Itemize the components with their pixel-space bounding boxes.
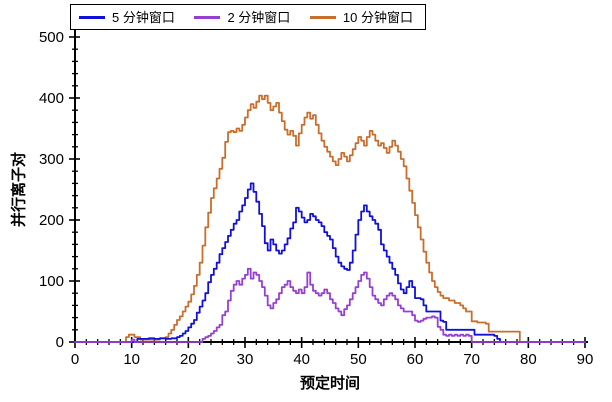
x-tick-label: 40 (293, 351, 310, 368)
y-tick-label: 100 (39, 273, 64, 290)
x-tick-label: 0 (71, 351, 79, 368)
x-tick-label: 60 (407, 351, 424, 368)
legend-box: 5 分钟窗口 2 分钟窗口 10 分钟窗口 (70, 4, 426, 30)
y-tick-label: 300 (39, 151, 64, 168)
legend-label-5min: 5 分钟窗口 (112, 9, 175, 25)
x-tick-label: 80 (520, 351, 537, 368)
y-tick-label: 0 (56, 334, 64, 351)
x-tick-label: 90 (577, 351, 594, 368)
legend-label-2min: 2 分钟窗口 (227, 9, 291, 25)
x-tick-label: 30 (237, 351, 254, 368)
x-tick-label: 70 (463, 351, 480, 368)
x-tick-label: 10 (123, 351, 140, 368)
x-axis-title: 预定时间 (299, 375, 360, 392)
legend-line-sample-2min (194, 15, 221, 19)
series-line-2min (74, 267, 586, 343)
legend-entry-10min: 10 分钟窗口 (309, 9, 413, 25)
y-tick-label: 200 (39, 212, 64, 229)
y-axis-title: 并行离子对 (10, 152, 28, 228)
x-tick-label: 50 (350, 351, 367, 368)
series-line-10min (74, 94, 586, 343)
y-tick-label: 500 (39, 29, 64, 46)
legend-label-10min: 10 分钟窗口 (342, 9, 413, 25)
y-tick-label: 400 (39, 90, 64, 107)
legend-entry-5min: 5 分钟窗口 (79, 11, 175, 24)
legend-line-sample-10min (309, 15, 336, 19)
series-line-5min (74, 182, 586, 343)
legend-entry-2min: 2 分钟窗口 (194, 11, 290, 24)
x-tick-label: 20 (180, 351, 197, 368)
legend-line-sample-5min (79, 15, 105, 19)
